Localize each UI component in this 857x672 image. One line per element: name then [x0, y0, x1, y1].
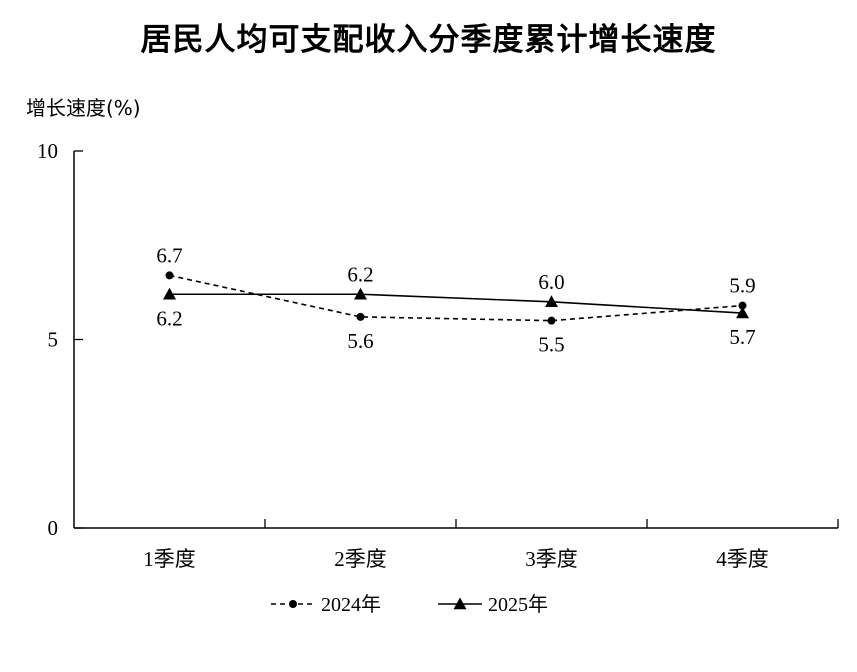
axes [73, 151, 838, 529]
series-line-1 [169, 293, 743, 314]
y-axis-label: 增长速度(%) [26, 96, 141, 120]
legend: 2024年 2025年 [271, 593, 548, 616]
legend-marker-1 [453, 597, 467, 610]
data-label: 5.9 [729, 274, 755, 298]
x-tick-label: 3季度 [525, 547, 578, 571]
series-line-0 [169, 274, 743, 322]
x-tick-label: 2季度 [334, 547, 387, 571]
series-point-0 [547, 316, 556, 325]
legend-marker-0 [289, 600, 297, 608]
data-label: 5.5 [538, 333, 564, 357]
x-tick-label: 1季度 [143, 547, 196, 571]
series-point-1 [545, 295, 558, 307]
y-ticks: 0 5 10 [37, 139, 83, 540]
data-label: 5.6 [347, 329, 373, 353]
series-point-1 [736, 306, 749, 319]
series-point-0 [738, 301, 747, 310]
legend-label-1: 2025年 [488, 593, 548, 616]
series-layer [163, 271, 749, 325]
data-label: 6.2 [347, 262, 373, 286]
y-tick-label: 10 [37, 139, 58, 163]
data-label: 6.0 [538, 270, 564, 294]
data-label: 6.7 [156, 243, 182, 267]
chart-title: 居民人均可支配收入分季度累计增长速度 [140, 22, 717, 58]
series-point-0 [165, 271, 174, 280]
y-tick-label: 5 [48, 328, 59, 352]
series-point-0 [356, 312, 365, 321]
series-point-1 [354, 287, 367, 300]
data-label: 5.7 [729, 325, 755, 349]
y-tick-label: 0 [48, 516, 59, 540]
data-label: 6.2 [156, 306, 182, 330]
series-point-1 [163, 287, 176, 300]
data-labels: 6.7 5.6 5.5 5.9 6.2 6.2 6.0 5.7 [156, 243, 755, 356]
legend-label-0: 2024年 [321, 593, 381, 616]
x-tick-label: 4季度 [716, 547, 769, 571]
x-ticks: 1季度 2季度 3季度 4季度 [143, 519, 839, 571]
